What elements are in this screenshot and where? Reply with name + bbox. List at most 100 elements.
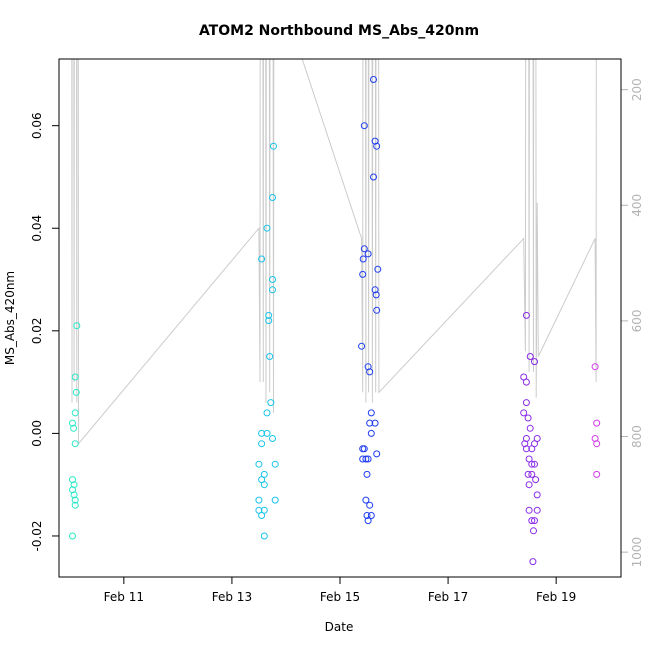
data-point bbox=[525, 481, 533, 489]
data-point bbox=[531, 517, 538, 525]
right-tick-label: 1000 bbox=[630, 537, 644, 568]
data-point bbox=[528, 460, 536, 468]
data-point bbox=[69, 532, 76, 540]
data-points-layer bbox=[69, 76, 601, 566]
data-point bbox=[71, 440, 79, 448]
data-point bbox=[593, 440, 601, 448]
data-point bbox=[532, 476, 540, 484]
data-point bbox=[360, 122, 368, 130]
data-point bbox=[524, 470, 532, 478]
data-point bbox=[367, 512, 375, 519]
data-point bbox=[70, 424, 78, 432]
data-point bbox=[373, 142, 381, 150]
y-tick-label: 0.02 bbox=[30, 317, 44, 344]
axes-layer: Feb 11 Feb 13 Feb 15 Feb 17 Feb 19 -0.02 0.00 0… bbox=[30, 78, 644, 604]
data-point bbox=[260, 481, 268, 489]
data-point bbox=[528, 445, 536, 453]
data-point bbox=[263, 429, 271, 437]
data-point bbox=[73, 322, 81, 330]
data-point bbox=[363, 512, 371, 519]
data-point bbox=[533, 506, 541, 514]
data-point bbox=[367, 409, 375, 417]
data-point bbox=[526, 424, 534, 432]
data-point bbox=[260, 532, 268, 540]
series-1 bbox=[69, 322, 81, 540]
x-tick-label: Feb 15 bbox=[320, 590, 360, 604]
data-point bbox=[522, 311, 530, 319]
data-point bbox=[359, 255, 367, 263]
y-axis-label: MS_Abs_420nm bbox=[3, 271, 17, 365]
data-point bbox=[360, 245, 368, 253]
data-point bbox=[373, 306, 381, 314]
data-point bbox=[364, 517, 372, 525]
data-point bbox=[263, 224, 271, 232]
data-point bbox=[362, 496, 370, 504]
y-tick-label: -0.02 bbox=[30, 520, 44, 551]
data-point bbox=[265, 311, 273, 319]
data-point bbox=[370, 76, 377, 83]
data-point bbox=[69, 419, 76, 427]
data-point bbox=[364, 250, 372, 258]
x-tick-label: Feb 13 bbox=[212, 590, 252, 604]
y-tick-label: 0.00 bbox=[30, 420, 44, 447]
data-point bbox=[366, 368, 374, 376]
data-point bbox=[533, 491, 541, 499]
data-point bbox=[593, 470, 601, 478]
data-point bbox=[373, 450, 381, 458]
data-point bbox=[255, 460, 263, 468]
series-5 bbox=[591, 363, 601, 478]
x-tick-label: Feb 17 bbox=[428, 590, 468, 604]
data-point bbox=[266, 353, 274, 360]
data-point bbox=[520, 409, 528, 417]
series-3 bbox=[358, 76, 382, 525]
data-point bbox=[359, 270, 367, 278]
data-point bbox=[364, 455, 372, 463]
data-point bbox=[372, 291, 380, 299]
data-point bbox=[71, 373, 79, 381]
data-point bbox=[530, 527, 537, 535]
plot-border bbox=[58, 58, 622, 578]
data-point bbox=[366, 419, 374, 427]
data-point bbox=[271, 460, 279, 468]
depth-trace-layer bbox=[71, 59, 597, 446]
data-point bbox=[531, 460, 538, 468]
data-point bbox=[269, 435, 276, 442]
data-point bbox=[528, 470, 536, 478]
x-tick-label: Feb 19 bbox=[536, 590, 576, 604]
data-point bbox=[524, 414, 532, 422]
depth-trace-line bbox=[71, 59, 597, 446]
data-point bbox=[265, 317, 273, 325]
right-tick-label: 600 bbox=[630, 309, 644, 332]
data-point bbox=[255, 496, 263, 504]
data-point bbox=[358, 342, 366, 350]
data-point bbox=[522, 445, 530, 453]
data-point bbox=[263, 409, 271, 417]
data-point bbox=[359, 455, 367, 463]
data-point bbox=[526, 353, 534, 360]
data-point bbox=[371, 419, 379, 427]
data-point bbox=[260, 470, 268, 478]
data-point bbox=[267, 399, 275, 407]
data-point bbox=[72, 388, 80, 396]
data-point bbox=[71, 501, 79, 509]
x-tick-label: Feb 11 bbox=[104, 590, 144, 604]
data-point bbox=[591, 363, 599, 371]
y-tick-label: 0.04 bbox=[30, 215, 44, 242]
data-point bbox=[525, 506, 533, 514]
data-point bbox=[531, 358, 538, 366]
data-point bbox=[529, 558, 537, 566]
data-point bbox=[367, 429, 375, 437]
data-point bbox=[363, 470, 371, 478]
data-point bbox=[528, 517, 536, 525]
data-point bbox=[360, 445, 368, 453]
data-point bbox=[593, 419, 601, 427]
data-point bbox=[71, 496, 79, 504]
data-point bbox=[258, 255, 266, 263]
y-tick-label: 0.06 bbox=[30, 112, 44, 139]
right-tick-label: 400 bbox=[630, 194, 644, 217]
data-point bbox=[269, 276, 276, 283]
x-axis-label: Date bbox=[325, 620, 354, 634]
data-point bbox=[270, 142, 277, 150]
data-point bbox=[371, 286, 379, 294]
